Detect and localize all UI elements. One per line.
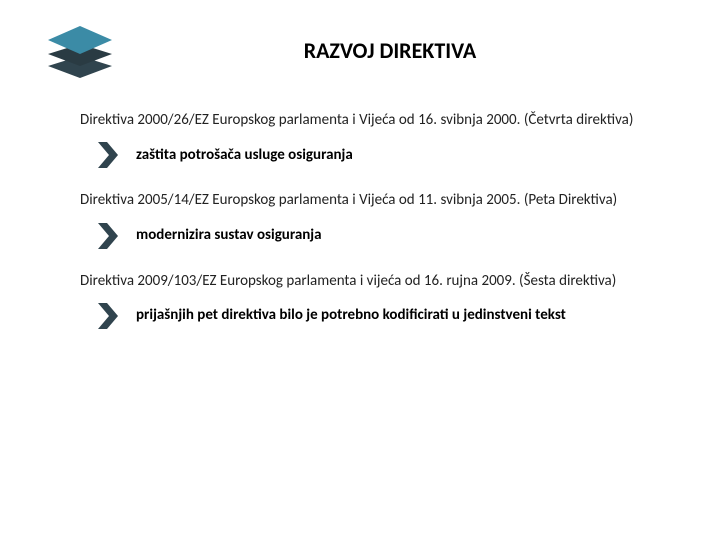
header: RAZVOJ DIREKTIVA (0, 0, 720, 90)
bullet-text: modernizira sustav osiguranja (136, 226, 322, 246)
directive-paragraph: Direktiva 2005/14/EZ Europskog parlament… (80, 190, 640, 210)
bullet-row: zaštita potrošača usluge osiguranja (98, 142, 640, 168)
page-title: RAZVOJ DIREKTIVA (180, 37, 600, 64)
bullet-row: modernizira sustav osiguranja (98, 223, 640, 249)
bullet-text: prijašnjih pet direktiva bilo je potrebn… (136, 306, 566, 326)
chevron-right-icon (98, 303, 120, 329)
chevron-right-icon (98, 142, 120, 168)
stacked-layers-icon (40, 20, 120, 80)
content: Direktiva 2000/26/EZ Europskog parlament… (0, 90, 720, 329)
directive-paragraph: Direktiva 2009/103/EZ Europskog parlamen… (80, 271, 640, 291)
chevron-right-icon (98, 223, 120, 249)
directive-paragraph: Direktiva 2000/26/EZ Europskog parlament… (80, 110, 640, 130)
bullet-text: zaštita potrošača usluge osiguranja (136, 146, 353, 166)
bullet-row: prijašnjih pet direktiva bilo je potrebn… (98, 303, 640, 329)
